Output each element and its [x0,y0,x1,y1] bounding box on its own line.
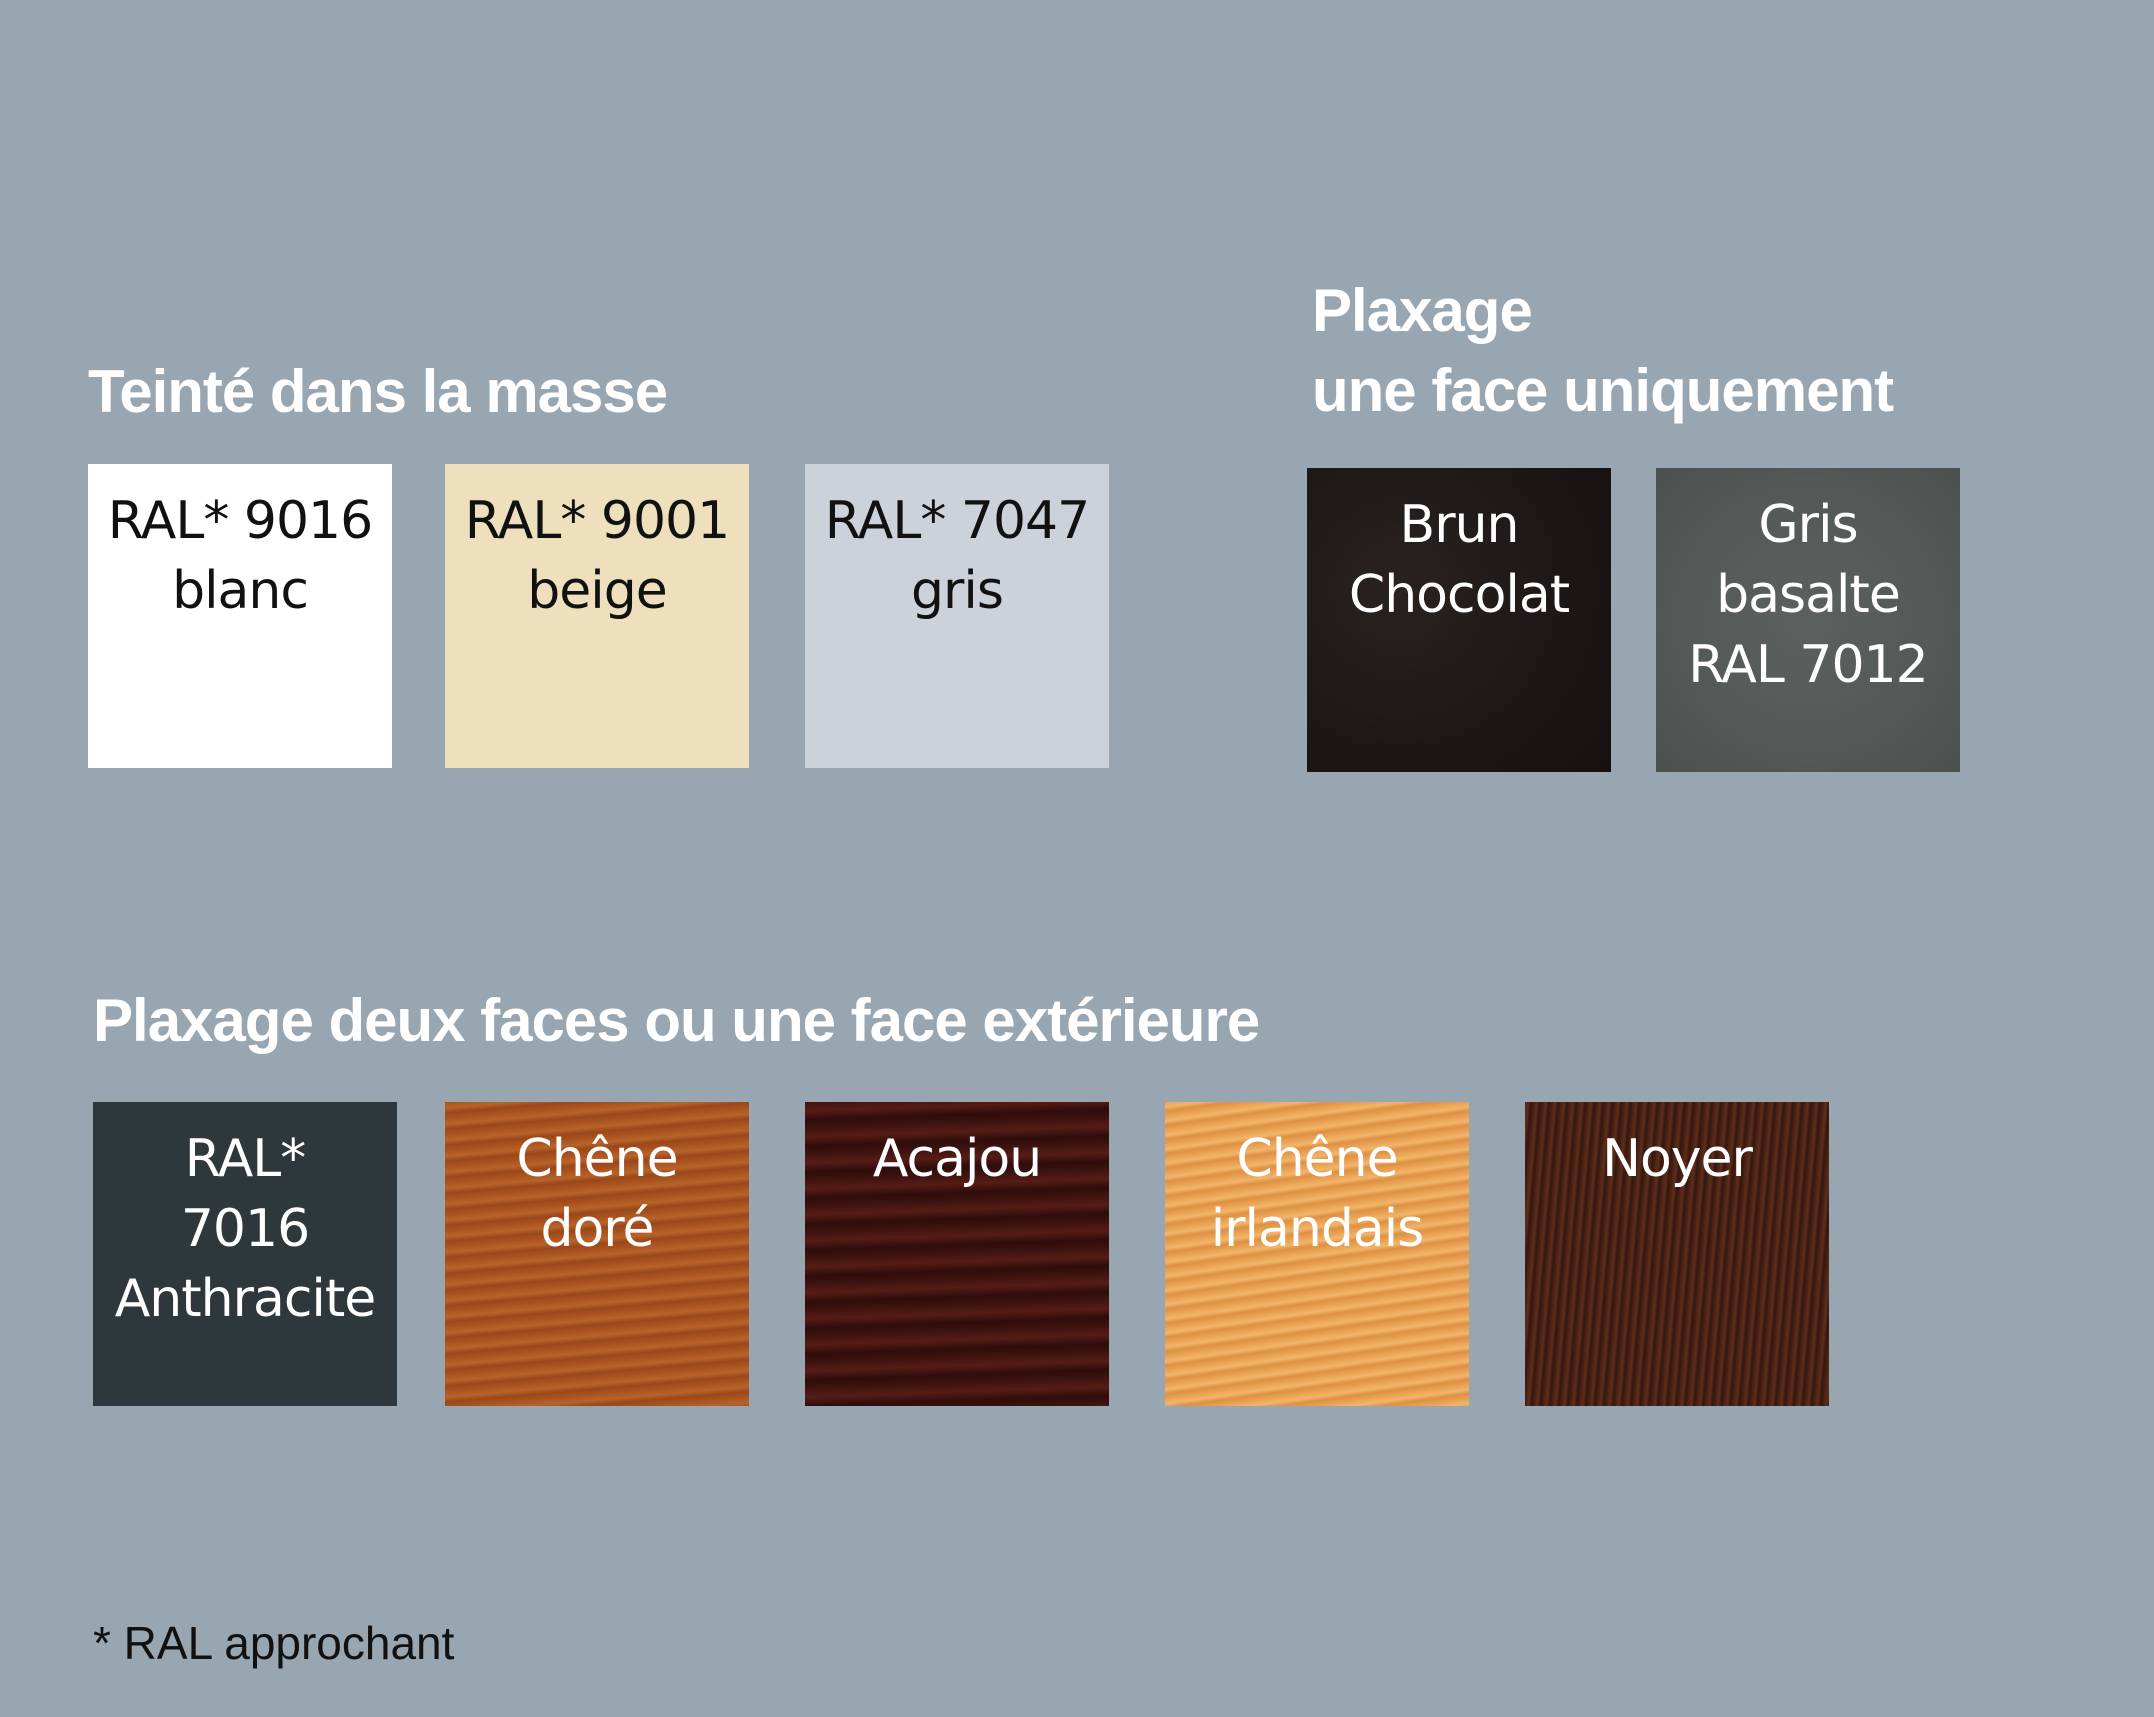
swatch-ral-9016-blanc: RAL* 9016 blanc [88,464,392,768]
swatch-label: Chêne [516,1129,678,1189]
swatch-label: RAL* [184,1129,307,1189]
swatch-acajou: Acajou [805,1102,1109,1406]
swatch-ral-9001-beige: RAL* 9001 beige [445,464,749,768]
swatch-label: gris [911,561,1004,621]
swatch-ral-7016-anthracite: RAL* 7016 Anthracite [93,1102,397,1406]
swatch-label: irlandais [1210,1199,1425,1259]
title-line: une face uniquement [1312,357,1894,424]
swatch-gris-basalte: Gris basalte RAL 7012 [1656,468,1960,772]
swatch-label: blanc [172,561,309,621]
swatch-chene-irlandais: Chêne irlandais [1165,1102,1469,1406]
swatch-label: basalte [1716,565,1901,625]
section-title-teinte: Teinté dans la masse [88,358,668,425]
swatch-label: beige [527,561,667,621]
swatch-noyer: Noyer [1525,1102,1829,1406]
swatch-label: doré [540,1199,654,1259]
swatch-brun-chocolat: Brun Chocolat [1307,468,1611,772]
swatch-label: Gris [1758,495,1858,555]
swatch-label: RAL* 9001 [464,491,730,551]
swatch-label: Acajou [872,1129,1042,1189]
section-title-plaxage-une-face: Plaxage une face uniquement [1312,271,1894,431]
swatch-label: Chêne [1236,1129,1398,1189]
title-line: Plaxage [1312,277,1533,344]
swatch-label: Anthracite [114,1269,377,1329]
swatch-label: Brun [1399,495,1520,555]
swatch-label: RAL* 7047 [824,491,1090,551]
swatch-label: Chocolat [1348,565,1570,625]
swatch-label: RAL* 9016 [107,491,373,551]
swatch-label: Noyer [1602,1129,1753,1189]
swatch-label: 7016 [180,1199,310,1259]
footnote: * RAL approchant [93,1617,455,1669]
section-title-plaxage-deux-faces: Plaxage deux faces ou une face extérieur… [93,987,1260,1054]
swatch-label: RAL 7012 [1688,635,1928,695]
swatch-ral-7047-gris: RAL* 7047 gris [805,464,1109,768]
swatch-chene-dore: Chêne doré [445,1102,749,1406]
